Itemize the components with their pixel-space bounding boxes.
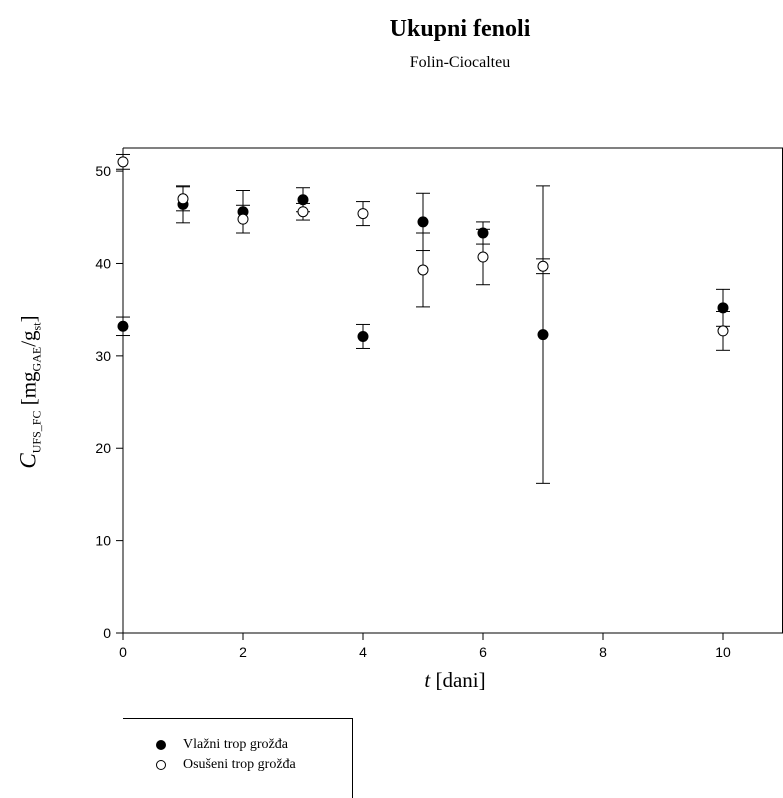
- legend-item-osuseni: Osušeni trop grožđa: [123, 755, 296, 775]
- x-tick-label: 6: [479, 644, 487, 660]
- y-axis-unit-mid: /g: [16, 330, 41, 347]
- y-tick-label: 40: [95, 255, 111, 271]
- data-point-vlazni: [117, 320, 129, 332]
- data-point-osuseni: [237, 213, 249, 225]
- legend-label: Osušeni trop grožđa: [183, 757, 296, 772]
- x-axis-label: t [dani]: [380, 668, 530, 693]
- y-tick-label: 50: [95, 163, 111, 179]
- y-axis-variable-subscript: UFS_FC: [29, 410, 44, 454]
- x-tick-label: 0: [119, 644, 127, 660]
- x-tick-label: 10: [715, 644, 731, 660]
- data-point-osuseni: [357, 208, 369, 220]
- y-axis-unit-subscript-1: GAE: [29, 346, 44, 372]
- legend-marker-open-circle: [156, 760, 166, 770]
- y-axis-variable: C: [15, 453, 41, 469]
- y-axis-unit-subscript-2: st: [29, 322, 44, 331]
- data-point-vlazni: [537, 329, 549, 341]
- chart-subtitle: Folin-Ciocalteu: [409, 54, 511, 71]
- data-point-vlazni: [297, 194, 309, 206]
- legend: Vlažni trop grožđa Osušeni trop grožđa: [123, 718, 353, 798]
- y-tick-label: 20: [95, 440, 111, 456]
- y-tick-label: 10: [95, 533, 111, 549]
- x-tick-label: 2: [239, 644, 247, 660]
- data-point-osuseni: [717, 325, 729, 337]
- error-bars: [116, 153, 730, 484]
- data-points: [117, 156, 729, 342]
- data-point-osuseni: [477, 251, 489, 263]
- y-axis-unit-open: [mg: [16, 371, 41, 411]
- data-point-vlazni: [417, 216, 429, 228]
- x-axis-variable: t: [424, 668, 431, 692]
- legend-item-vlazni: Vlažni trop grožđa: [123, 735, 288, 755]
- x-tick-label: 4: [359, 644, 367, 660]
- data-point-vlazni: [477, 227, 489, 239]
- y-tick-label: 0: [103, 625, 111, 641]
- y-tick-label: 30: [95, 348, 111, 364]
- data-point-vlazni: [357, 330, 369, 342]
- data-point-osuseni: [417, 264, 429, 276]
- data-point-vlazni: [717, 302, 729, 314]
- legend-label: Vlažni trop grožđa: [183, 737, 288, 752]
- chart-title: Ukupni fenoli: [389, 16, 531, 42]
- y-axis-unit-close: ]: [16, 315, 41, 323]
- axes: 0 2 4 6 8 10 0 10 20 30 40 50: [95, 147, 783, 660]
- data-point-osuseni: [537, 260, 549, 272]
- y-axis-label: CUFS_FC [mgGAE/gst]: [15, 315, 44, 468]
- data-point-osuseni: [177, 193, 189, 205]
- x-tick-label: 8: [599, 644, 607, 660]
- x-axis-unit: [dani]: [430, 668, 486, 692]
- legend-marker-filled-circle: [156, 740, 166, 750]
- data-point-osuseni: [297, 206, 309, 218]
- data-point-osuseni: [117, 156, 129, 168]
